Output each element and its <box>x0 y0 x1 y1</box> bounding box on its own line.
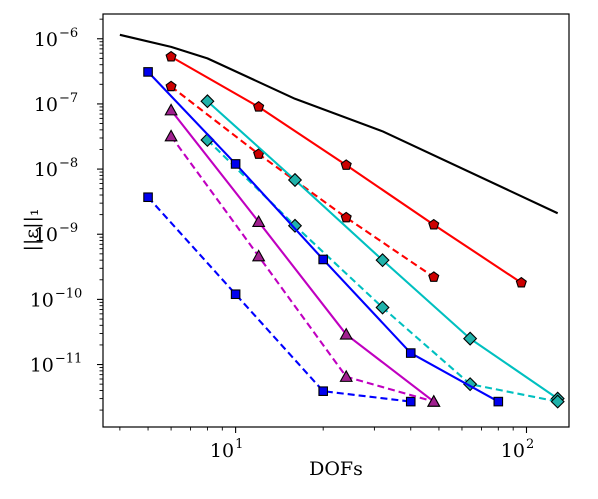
y-tick-exponent: −9 <box>59 221 78 236</box>
series-7 <box>164 103 441 407</box>
series-line <box>147 196 411 403</box>
pentagon-marker <box>340 159 352 170</box>
series-line <box>206 100 559 400</box>
series-8 <box>164 129 441 407</box>
series-0 <box>119 33 559 215</box>
triangle-marker <box>164 129 178 142</box>
diamond-marker <box>550 394 565 409</box>
pentagon-marker <box>340 211 352 223</box>
triangle-marker <box>251 249 266 262</box>
y-tick-label: 10−8 <box>34 156 78 181</box>
x-tick-exponent: 2 <box>526 437 534 452</box>
series-line <box>170 85 435 278</box>
y-tick-label: 10−6 <box>34 26 78 51</box>
diamond-marker <box>463 377 478 392</box>
y-tick-label: 10−10 <box>30 286 83 311</box>
diamond-marker <box>375 253 390 268</box>
series-3 <box>200 94 565 406</box>
y-axis-label: ||ε||₁ <box>21 208 43 251</box>
x-tick-exponent: 1 <box>235 437 243 452</box>
series-1 <box>165 50 527 288</box>
series-5 <box>143 67 504 407</box>
y-tick-exponent: −10 <box>55 286 82 301</box>
x-tick-label: 102 <box>501 437 534 462</box>
x-tick-label: 101 <box>210 437 243 462</box>
y-tick-label: 10−11 <box>30 352 83 377</box>
square-marker <box>318 254 328 265</box>
pentagon-marker <box>515 276 527 288</box>
y-tick-label: 10−9 <box>34 221 78 246</box>
diamond-marker <box>287 172 303 188</box>
pentagon-marker <box>165 80 177 92</box>
square-marker <box>230 289 241 300</box>
square-marker <box>318 386 328 396</box>
plot-frame <box>102 13 570 428</box>
series-line <box>170 135 435 403</box>
series-line <box>119 33 559 215</box>
pentagon-marker <box>165 50 177 62</box>
diamond-marker <box>463 331 478 346</box>
square-marker <box>143 67 153 77</box>
square-marker <box>230 159 241 169</box>
triangle-marker <box>251 214 266 228</box>
triangle-marker <box>339 327 353 340</box>
y-tick-exponent: −11 <box>55 352 82 367</box>
square-marker <box>493 396 504 407</box>
square-marker <box>405 396 416 407</box>
series-layer <box>119 33 565 409</box>
y-tick-exponent: −8 <box>59 156 78 171</box>
y-tick-exponent: −6 <box>59 26 78 41</box>
x-axis-label: DOFs <box>309 458 363 480</box>
series-2 <box>165 80 440 282</box>
y-tick-exponent: −7 <box>59 91 78 106</box>
pentagon-marker <box>428 218 440 230</box>
pentagon-marker <box>253 101 265 112</box>
triangle-marker <box>339 369 353 382</box>
series-line <box>147 71 499 403</box>
pentagon-marker <box>428 271 440 282</box>
square-marker <box>405 348 416 358</box>
diamond-marker <box>200 94 215 109</box>
series-line <box>170 109 435 403</box>
y-tick-label: 10−7 <box>34 91 78 116</box>
triangle-marker <box>427 394 441 407</box>
diamond-marker <box>375 300 390 315</box>
series-6 <box>143 192 416 407</box>
triangle-marker <box>164 103 178 116</box>
square-marker <box>143 192 153 203</box>
